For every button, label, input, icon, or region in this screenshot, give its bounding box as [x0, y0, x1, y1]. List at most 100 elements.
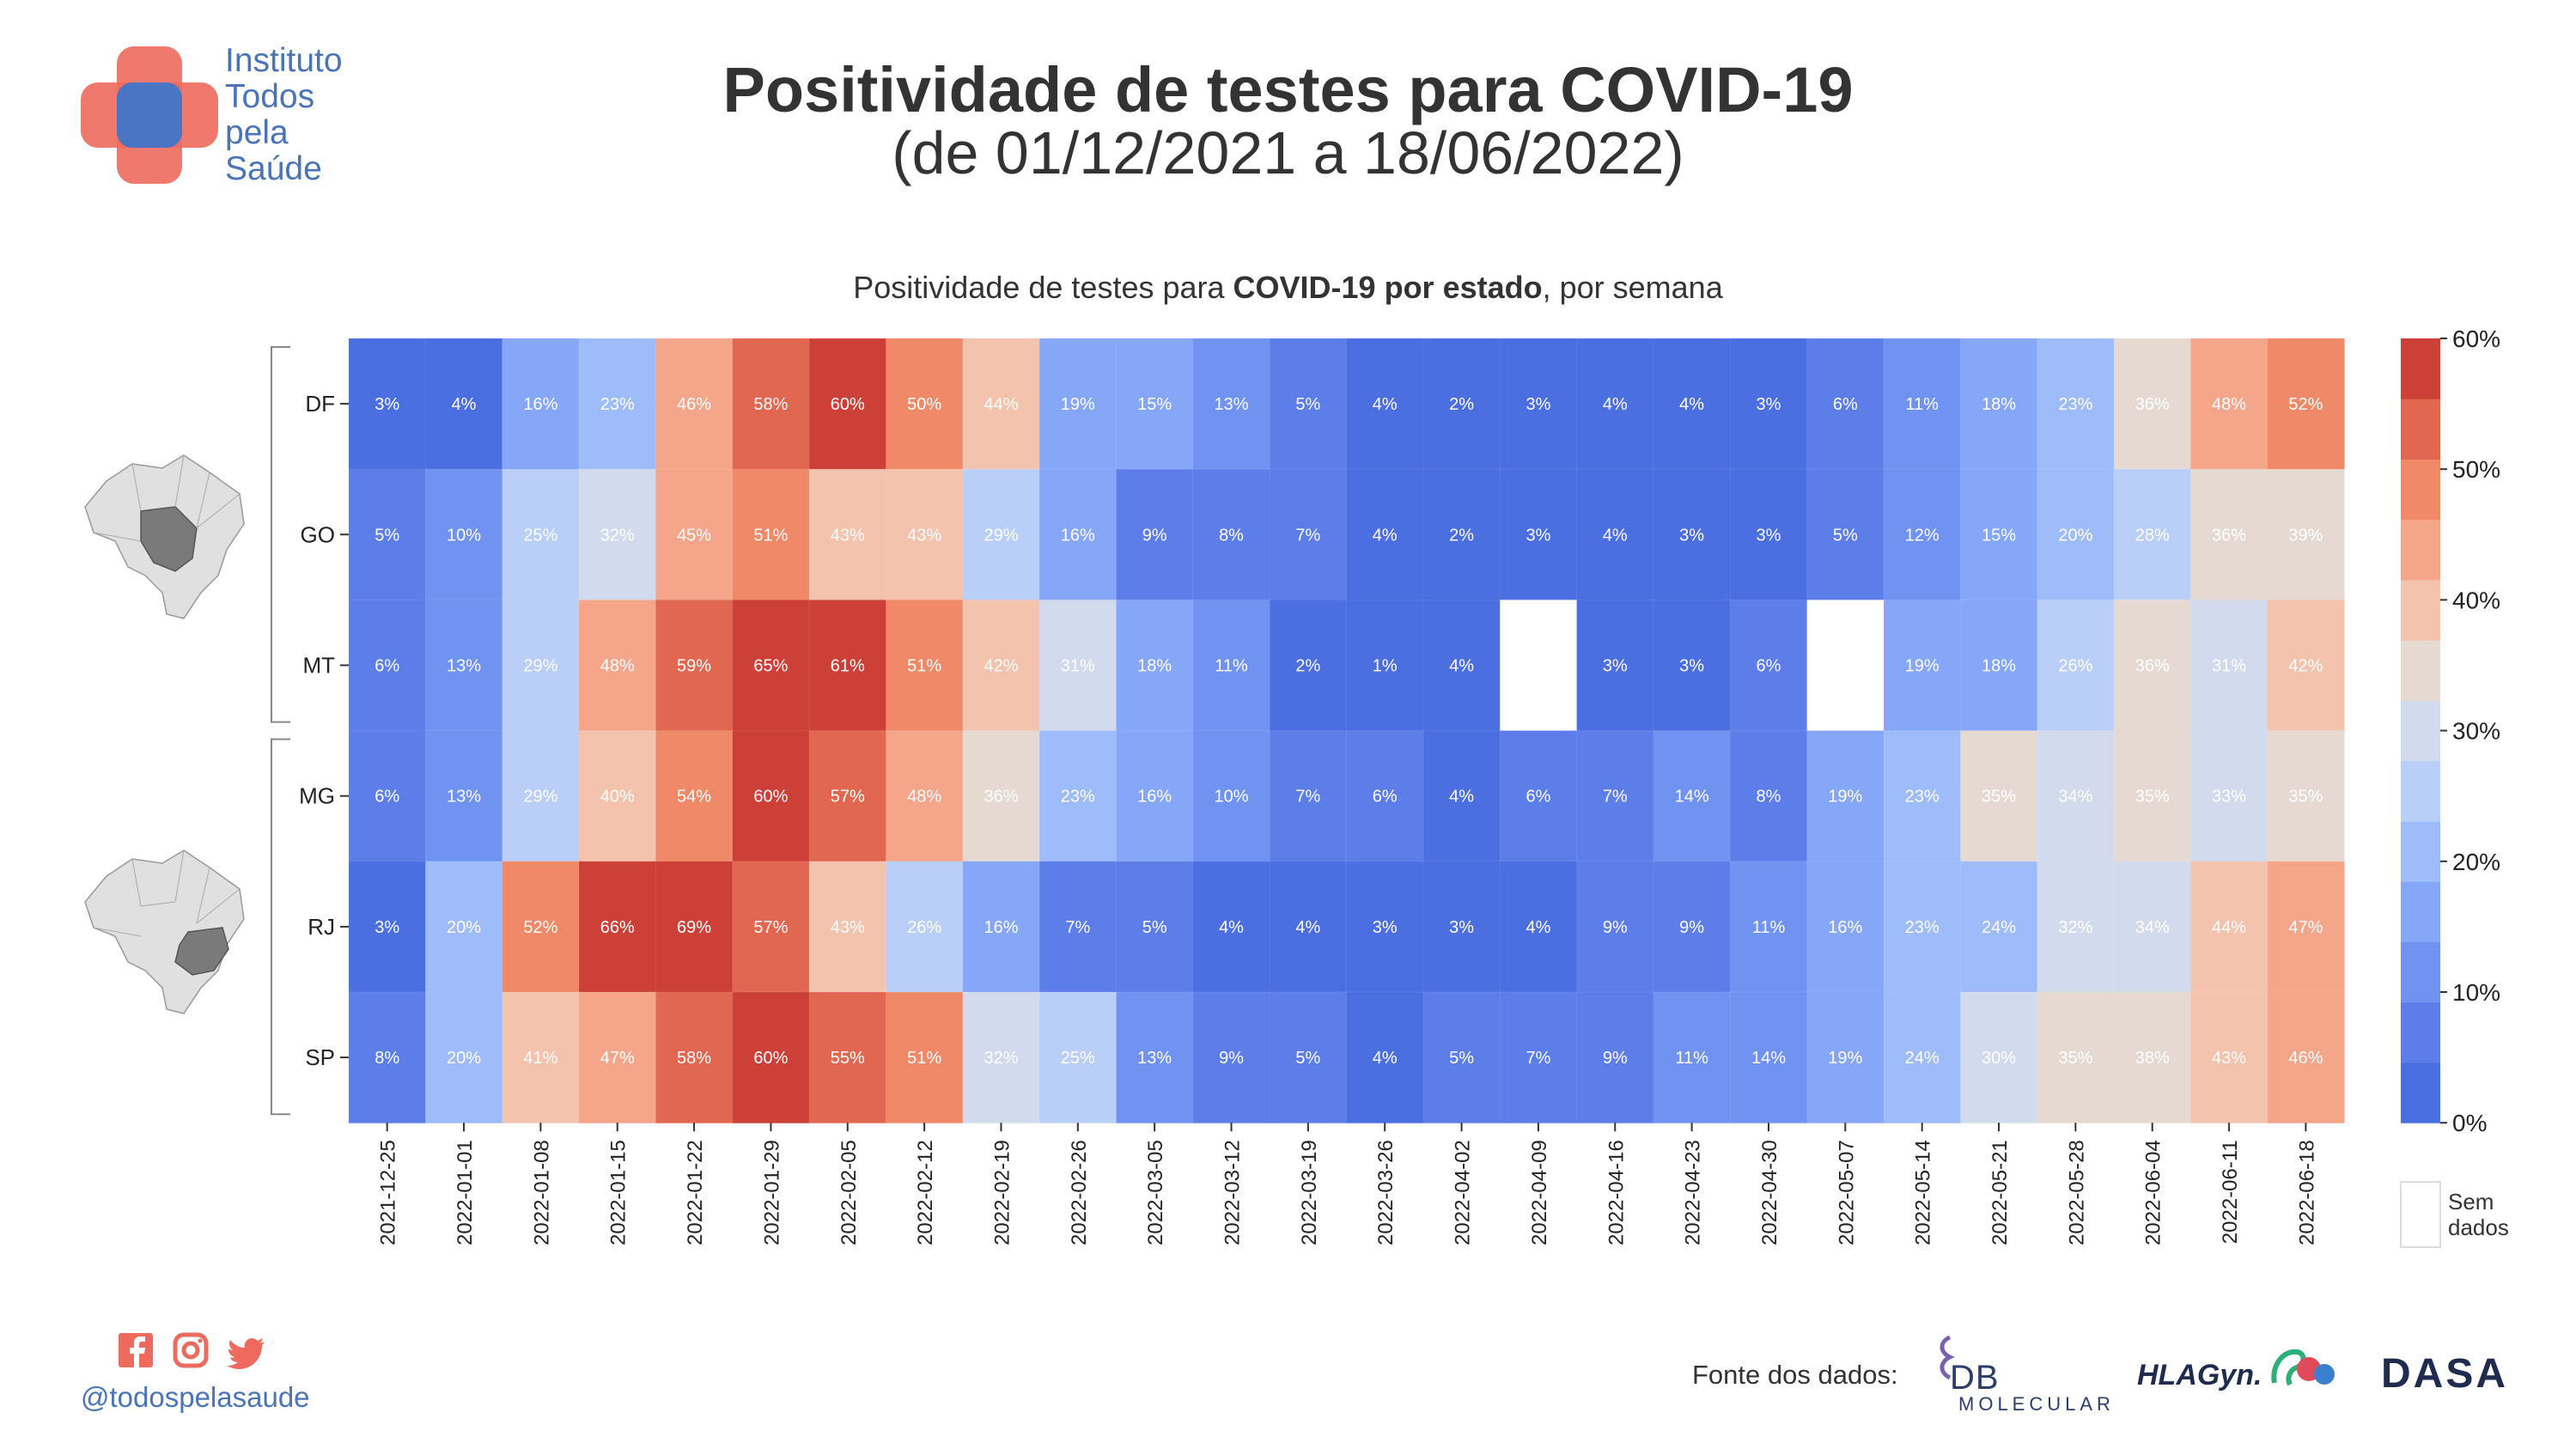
heatmap-cell: [1883, 468, 1962, 601]
heatmap-cell: [1729, 730, 1808, 862]
cell-value-label: 3%: [1679, 526, 1704, 545]
heatmap-cell: [1192, 730, 1271, 862]
cell-value-label: 58%: [753, 395, 788, 414]
x-tick-label: 2022-04-02: [1452, 1140, 1475, 1245]
cell-value-label: 36%: [2135, 657, 2170, 676]
cell-value-label: 4%: [1373, 526, 1398, 545]
colorbar-band: [2401, 519, 2440, 581]
cell-value-label: 14%: [1675, 788, 1709, 807]
cell-value-label: 8%: [1219, 526, 1244, 545]
heatmap-cell: [2189, 730, 2268, 862]
cell-value-label: 3%: [375, 395, 399, 414]
cell-value-label: 43%: [907, 526, 941, 545]
org-name-line: Saúde: [225, 150, 322, 187]
heatmap-cell: [655, 599, 734, 732]
source-label: Fonte dos dados:: [1692, 1360, 1898, 1390]
x-tick-label: 2022-03-12: [1221, 1140, 1245, 1245]
x-tick-label: 2022-04-30: [1758, 1140, 1781, 1245]
colorbar-band: [2401, 1062, 2440, 1123]
cell-value-label: 29%: [523, 788, 557, 807]
cell-value-label: 23%: [600, 395, 635, 414]
cell-value-label: 43%: [2212, 1049, 2246, 1068]
x-tick-label: 2022-06-18: [2295, 1140, 2318, 1245]
cell-value-label: 26%: [907, 918, 941, 937]
cell-value-label: 30%: [1982, 1049, 2016, 1068]
cell-value-label: 39%: [2288, 526, 2323, 545]
colorbar-tick-label: 40%: [2452, 587, 2500, 613]
heatmap-cell: [1116, 861, 1194, 993]
cell-value-label: 52%: [2288, 395, 2323, 414]
db-molecular-logo-icon: [1940, 1335, 1955, 1380]
cell-value-label: 36%: [984, 788, 1018, 807]
twitter-icon[interactable]: [227, 1338, 265, 1369]
cell-value-label: 3%: [1603, 657, 1628, 676]
cell-value-label: 34%: [2058, 788, 2092, 807]
cell-value-label: 48%: [2212, 395, 2246, 414]
cell-value-label: 15%: [1137, 395, 1172, 414]
colorbar-band: [2401, 399, 2440, 460]
heatmap-cell: [502, 468, 581, 601]
cell-value-label: 20%: [447, 918, 481, 937]
x-tick-label: 2022-02-26: [1068, 1140, 1091, 1245]
instagram-icon[interactable]: [173, 1332, 209, 1368]
x-tick-label: 2022-02-12: [914, 1140, 937, 1245]
cell-value-label: 32%: [600, 526, 635, 545]
heatmap-cell: [1116, 599, 1194, 732]
group-bracket: [271, 738, 290, 1116]
date-range: (de 01/12/2021 a 18/06/2022): [892, 119, 1684, 186]
heatmap-cell: [2189, 991, 2268, 1124]
cell-value-label: 60%: [753, 788, 788, 807]
subtitle-bold: COVID-19 por estado: [1233, 270, 1543, 305]
cell-value-label: 2%: [1449, 526, 1474, 545]
hlagyn-logo-icon: [2271, 1349, 2335, 1386]
cell-value-label: 3%: [1449, 918, 1474, 937]
cell-value-label: 6%: [1373, 788, 1398, 807]
cell-value-label: 9%: [1603, 1049, 1628, 1068]
heatmap-cell: [1422, 861, 1501, 993]
heatmap-cell: [962, 468, 1041, 601]
cell-value-label: 4%: [452, 395, 477, 414]
heatmap-cell: [1346, 338, 1424, 471]
cell-value-label: 44%: [984, 395, 1018, 414]
heatmap-cell: [1038, 991, 1117, 1124]
heatmap-cell: [1729, 468, 1808, 601]
heatmap-cell: [1806, 600, 1885, 732]
x-tick-label: 2022-06-11: [2219, 1140, 2242, 1244]
x-tick-label: 2021-12-25: [377, 1140, 400, 1245]
heatmap-cell: [962, 599, 1041, 732]
heatmap-cell: [1959, 730, 2038, 862]
cell-value-label: 48%: [907, 788, 941, 807]
heatmap-cell: [1500, 600, 1578, 732]
cell-value-label: 25%: [1061, 1049, 1095, 1068]
cell-value-label: 4%: [1295, 918, 1320, 937]
heatmap-cell: [348, 861, 427, 993]
heatmap-cell: [1269, 468, 1348, 601]
facebook-icon[interactable]: [119, 1333, 153, 1367]
heatmap-cell: [1346, 599, 1424, 732]
cell-value-label: 29%: [523, 657, 557, 676]
heatmap-cell: [1883, 338, 1962, 471]
colorbar-band: [2401, 820, 2440, 882]
cell-value-label: 5%: [1142, 918, 1167, 937]
cell-value-label: 41%: [523, 1049, 557, 1068]
heatmap-cell: [808, 468, 887, 601]
cell-value-label: 60%: [753, 1049, 788, 1068]
cell-value-label: 9%: [1219, 1049, 1244, 1068]
x-tick-label: 2022-04-16: [1605, 1140, 1628, 1245]
colorbar-tick-label: 0%: [2452, 1110, 2487, 1136]
cell-value-label: 9%: [1142, 526, 1167, 545]
heatmap-cell: [1269, 599, 1348, 732]
cell-value-label: 7%: [1065, 918, 1090, 937]
social-handle[interactable]: @todospelasaude: [81, 1381, 310, 1413]
cell-value-label: 7%: [1526, 1049, 1550, 1068]
heatmap-cell-labels: 3% 4% 16% 23% 46% 58% 60% 50% 44% 19% 15% 13% 5% 4% 2%…: [375, 395, 2323, 1068]
cell-value-label: 11%: [1905, 395, 1939, 414]
cell-value-label: 8%: [375, 1049, 399, 1068]
cell-value-label: 28%: [2135, 526, 2170, 545]
cell-value-label: 3%: [375, 918, 399, 937]
heatmap-cell: [885, 991, 964, 1124]
heatmap-cell: [2037, 338, 2116, 471]
cell-value-label: 3%: [1757, 526, 1781, 545]
x-tick-label: 2022-05-14: [1912, 1140, 1935, 1245]
